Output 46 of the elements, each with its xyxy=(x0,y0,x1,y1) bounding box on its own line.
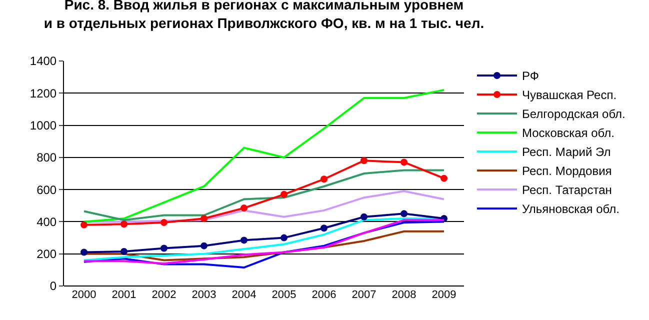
legend-label: Ульяновская обл. xyxy=(522,202,620,216)
point xyxy=(400,210,408,218)
x-tick-label: 2002 xyxy=(152,289,176,301)
point xyxy=(80,221,88,228)
x-tick-label: 2007 xyxy=(352,289,376,301)
x-tick-label: 2008 xyxy=(392,289,416,301)
legend-label: Респ. Марий Эл xyxy=(522,145,611,160)
y-tick-label: 0 xyxy=(50,279,57,294)
x-tick-label: 2005 xyxy=(272,289,296,301)
legend-label: Московская обл. xyxy=(522,126,614,140)
point xyxy=(400,158,408,166)
point xyxy=(240,236,248,244)
point xyxy=(200,215,208,222)
legend-label: РФ xyxy=(522,69,539,84)
x-tick-label: 2006 xyxy=(312,289,336,301)
point xyxy=(320,176,328,183)
legend-label: Респ. Мордовия xyxy=(522,164,612,178)
point xyxy=(200,242,208,250)
point xyxy=(240,204,248,212)
point xyxy=(360,213,368,220)
x-tick-label: 2001 xyxy=(112,289,136,301)
legend-label: Респ. Татарстан xyxy=(522,183,612,198)
x-tick-label: 2009 xyxy=(432,289,456,301)
chart-title: Рис. 8. Ввод жилья в регионах с максимальным уровнем и в отдельных регионах Приволжского ФО, кв. м на 1 тыс. чел. xyxy=(44,0,484,31)
point xyxy=(160,219,168,226)
point xyxy=(120,220,128,228)
point xyxy=(320,224,328,232)
legend-label: Чувашская Респ. xyxy=(522,88,617,102)
point xyxy=(280,234,288,242)
x-tick-label: 2000 xyxy=(72,289,96,301)
y-tick-label: 600 xyxy=(36,182,57,197)
y-tick-label: 400 xyxy=(36,214,57,229)
point xyxy=(280,190,288,198)
x-tick-label: 2004 xyxy=(232,289,256,301)
y-tick-label: 1400 xyxy=(30,54,57,68)
point xyxy=(360,157,368,164)
point xyxy=(160,244,168,252)
x-tick-label: 2003 xyxy=(192,289,216,301)
point xyxy=(80,248,88,256)
legend-label: Белгородская обл. xyxy=(522,107,626,122)
point xyxy=(120,248,128,255)
y-tick-label: 1000 xyxy=(30,118,57,132)
y-tick-label: 200 xyxy=(36,247,57,262)
y-tick-label: 800 xyxy=(36,150,57,165)
point xyxy=(440,174,448,182)
y-tick-label: 1200 xyxy=(30,86,57,100)
